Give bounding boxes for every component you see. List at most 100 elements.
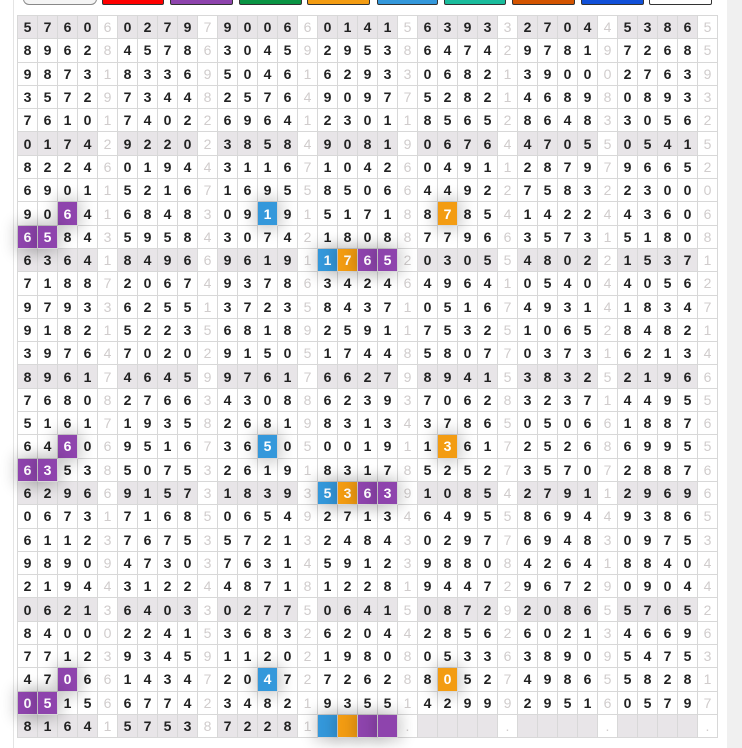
separator-cell[interactable]: 8 [198,412,218,436]
digit-cell[interactable]: 3 [278,295,298,319]
digit-cell[interactable]: 4 [438,179,458,203]
digit-cell[interactable]: 0 [578,272,598,296]
separator-cell[interactable]: 6 [198,248,218,273]
separator-cell[interactable]: 6 [598,412,618,436]
digit-cell[interactable]: 0 [138,272,158,296]
digit-cell[interactable]: 3 [138,85,158,110]
separator-cell[interactable]: 2 [298,645,318,669]
digit-cell[interactable]: 6 [218,109,238,133]
digit-cell[interactable]: 8 [418,668,438,692]
digit-cell[interactable]: 4 [578,551,598,576]
digit-cell[interactable]: 4 [138,248,158,273]
digit-cell[interactable]: 6 [238,435,258,459]
separator-cell[interactable]: 8 [398,225,418,249]
digit-cell[interactable]: 2 [558,202,578,226]
digit-cell[interactable]: 6 [638,155,658,180]
digit-cell[interactable]: 0 [238,16,258,40]
digit-cell[interactable] [578,714,598,739]
digit-cell[interactable]: 0 [318,598,338,622]
digit-cell[interactable]: 9 [18,551,38,576]
digit-cell[interactable]: 2 [378,668,398,692]
digit-cell[interactable]: 7 [378,458,398,482]
digit-cell[interactable]: 9 [218,342,238,366]
digit-cell[interactable]: 2 [258,714,278,739]
digit-cell[interactable]: 4 [78,248,98,273]
digit-cell[interactable]: 8 [658,16,678,40]
separator-cell[interactable]: 1 [298,62,318,86]
digit-cell[interactable]: 3 [378,505,398,529]
digit-cell[interactable]: 8 [118,62,138,86]
digit-cell[interactable]: 2 [378,551,398,576]
digit-cell[interactable]: 5 [318,202,338,226]
digit-cell[interactable]: 5 [618,16,638,40]
digit-cell[interactable]: 3 [538,342,558,366]
separator-cell[interactable]: 3 [598,109,618,133]
digit-cell[interactable]: 8 [678,668,698,692]
digit-cell[interactable]: 2 [258,528,278,552]
digit-cell[interactable]: 7 [138,714,158,739]
digit-cell[interactable]: 8 [638,295,658,319]
digit-cell[interactable]: 2 [78,39,98,63]
digit-cell[interactable]: 7 [218,551,238,576]
digit-cell[interactable]: 8 [538,365,558,389]
color-swatch-white[interactable] [23,0,97,5]
digit-cell[interactable]: 0 [238,668,258,692]
digit-cell[interactable]: 6 [618,342,638,366]
digit-cell[interactable]: 5 [578,132,598,156]
digit-cell[interactable]: 1 [118,412,138,436]
digit-cell[interactable]: 1 [378,132,398,156]
digit-cell[interactable]: 9 [578,85,598,110]
digit-cell[interactable]: 7 [538,481,558,506]
digit-cell[interactable]: 0 [338,155,358,180]
digit-cell[interactable]: 1 [338,16,358,40]
digit-cell[interactable]: 2 [178,575,198,599]
digit-cell[interactable]: 1 [458,295,478,319]
digit-cell[interactable]: 3 [338,458,358,482]
digit-cell[interactable]: 7 [58,505,78,529]
separator-cell[interactable]: 1 [698,668,718,692]
separator-cell[interactable]: 7 [298,155,318,180]
digit-cell[interactable]: 9 [18,202,38,226]
digit-cell[interactable]: 1 [478,365,498,389]
digit-cell[interactable]: 6 [318,621,338,646]
separator-cell[interactable]: 5 [598,668,618,692]
separator-cell[interactable]: 1 [98,505,118,529]
digit-cell[interactable]: 8 [518,505,538,529]
separator-cell[interactable]: 4 [298,551,318,576]
digit-cell[interactable]: 5 [318,551,338,576]
digit-cell[interactable]: 2 [258,295,278,319]
digit-cell[interactable]: 3 [278,621,298,646]
digit-cell[interactable]: 2 [538,388,558,413]
separator-cell[interactable]: 3 [98,598,118,622]
digit-cell[interactable]: 5 [478,248,498,273]
digit-cell[interactable]: 1 [218,481,238,506]
digit-cell[interactable]: 4 [638,318,658,343]
digit-cell[interactable]: 8 [438,551,458,576]
digit-cell[interactable]: 7 [18,272,38,296]
digit-cell[interactable]: 7 [558,458,578,482]
digit-cell[interactable]: 1 [358,412,378,436]
digit-cell[interactable]: 5 [278,39,298,63]
highlighted-cell-blue[interactable]: 5 [318,481,338,506]
digit-cell[interactable]: 2 [518,435,538,459]
digit-cell[interactable]: 4 [338,272,358,296]
digit-cell[interactable]: 6 [418,505,438,529]
digit-cell[interactable]: 9 [18,318,38,343]
digit-cell[interactable]: 2 [118,621,138,646]
digit-cell[interactable]: 5 [238,85,258,110]
digit-cell[interactable]: 7 [438,412,458,436]
digit-cell[interactable]: 6 [178,248,198,273]
digit-cell[interactable]: 5 [458,621,478,646]
digit-cell[interactable] [678,714,698,739]
digit-cell[interactable]: 9 [38,39,58,63]
digit-cell[interactable]: 2 [538,551,558,576]
digit-cell[interactable]: 4 [358,342,378,366]
digit-cell[interactable]: 8 [18,621,38,646]
digit-cell[interactable]: 5 [418,342,438,366]
digit-cell[interactable]: 4 [218,575,238,599]
digit-cell[interactable]: 2 [58,598,78,622]
digit-cell[interactable]: 1 [358,458,378,482]
digit-cell[interactable]: 9 [558,481,578,506]
digit-cell[interactable]: 6 [58,714,78,739]
digit-cell[interactable]: 8 [258,691,278,715]
